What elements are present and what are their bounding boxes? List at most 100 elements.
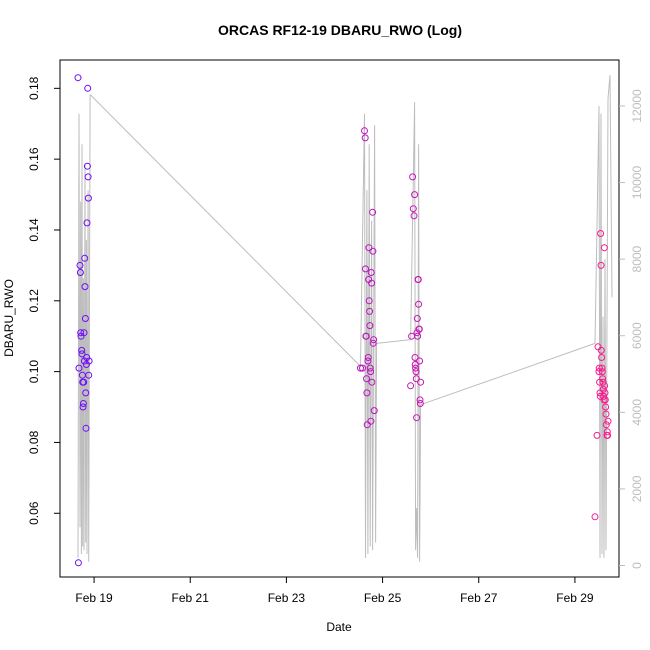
y2-tick-label: 12000 <box>630 89 644 123</box>
data-point <box>366 307 374 315</box>
data-point <box>413 315 421 322</box>
x-tick-label: Feb 19 <box>75 591 113 605</box>
altitude-trace <box>77 75 613 562</box>
y2-tick-label: 8000 <box>630 245 644 272</box>
data-point <box>81 315 89 322</box>
data-point <box>363 389 371 397</box>
data-point <box>598 354 606 361</box>
data-point <box>366 322 374 330</box>
data-point <box>369 208 377 216</box>
data-point <box>601 382 609 390</box>
data-point <box>364 354 372 361</box>
data-point <box>415 300 423 308</box>
data-point <box>366 364 374 372</box>
data-point <box>367 417 375 425</box>
data-point <box>597 261 605 269</box>
x-tick-label: Feb 29 <box>556 591 594 605</box>
data-point <box>362 265 369 273</box>
plot-frame <box>59 59 620 578</box>
data-point <box>367 368 375 376</box>
chart-title: ORCAS RF12-19 DBARU_RWO (Log) <box>218 22 462 38</box>
data-point <box>408 332 416 340</box>
data-point <box>412 375 420 383</box>
y-tick-label: 0.06 <box>27 501 41 525</box>
data-point <box>600 392 608 400</box>
data-point <box>369 247 377 255</box>
altitude-line <box>376 339 411 344</box>
y-axis-label: DBARU_RWO <box>2 279 16 357</box>
data-point <box>75 364 83 372</box>
data-point <box>409 205 417 213</box>
data-point <box>370 336 378 344</box>
data-point <box>80 329 88 337</box>
data-point <box>596 392 604 400</box>
data-point <box>80 357 88 365</box>
data-point <box>84 84 92 92</box>
data-point <box>416 400 424 407</box>
data-point <box>82 424 90 432</box>
data-point <box>602 410 610 418</box>
altitude-line <box>77 94 91 562</box>
data-point <box>361 127 368 135</box>
data-point <box>415 325 423 333</box>
x-axis: Feb 19 Feb 21 Feb 23 Feb 25 Feb 27 Feb 29 <box>75 577 594 605</box>
data-points <box>74 74 612 567</box>
data-point <box>357 364 364 372</box>
data-point <box>600 244 608 252</box>
y-tick-label: 0.14 <box>27 218 41 242</box>
data-point <box>411 354 419 361</box>
data-point <box>604 431 612 439</box>
data-point <box>598 368 606 376</box>
data-point <box>410 212 418 220</box>
y2-tick-label: 6000 <box>630 322 644 349</box>
data-point <box>416 396 424 404</box>
data-point <box>601 396 609 404</box>
data-point <box>83 162 91 170</box>
data-point <box>602 421 610 429</box>
data-point <box>364 357 372 365</box>
data-point <box>74 559 82 567</box>
data-point <box>597 230 605 237</box>
data-point <box>78 350 86 358</box>
data-point <box>85 357 93 365</box>
data-point <box>76 261 84 269</box>
data-point <box>363 421 371 429</box>
data-point <box>603 428 611 436</box>
data-point <box>599 375 607 383</box>
y-axis-left: 0.06 0.08 0.10 0.12 0.14 0.16 0.18 <box>27 76 60 525</box>
x-tick-label: Feb 23 <box>268 591 306 605</box>
data-point <box>597 346 605 354</box>
altitude-line <box>360 113 378 558</box>
y-tick-label: 0.16 <box>27 147 41 171</box>
altitude-line <box>420 342 596 406</box>
data-point <box>414 276 422 283</box>
x-tick-label: Feb 21 <box>172 591 210 605</box>
data-point <box>591 513 599 521</box>
data-point <box>83 219 91 227</box>
data-point <box>602 403 610 411</box>
data-point <box>359 364 366 372</box>
data-point <box>84 194 92 202</box>
data-point <box>81 254 89 262</box>
y-tick-label: 0.08 <box>27 430 41 454</box>
data-point <box>599 385 607 393</box>
data-point <box>74 74 82 82</box>
data-point <box>76 269 84 276</box>
y-axis-right: 0 2000 4000 6000 8000 10000 12000 <box>619 89 644 569</box>
data-point <box>416 357 424 365</box>
data-point <box>598 364 606 372</box>
y2-tick-label: 2000 <box>630 475 644 502</box>
data-point <box>599 378 607 386</box>
data-point <box>368 378 376 386</box>
data-point <box>83 354 91 361</box>
y-tick-label: 0.18 <box>27 76 41 100</box>
data-point <box>363 375 370 383</box>
y-tick-label: 0.12 <box>27 289 41 313</box>
x-tick-label: Feb 27 <box>460 591 498 605</box>
x-tick-label: Feb 25 <box>364 591 402 605</box>
data-point <box>79 400 87 407</box>
altitude-line <box>89 94 361 367</box>
x-axis-label: Date <box>326 620 352 634</box>
data-point <box>79 403 87 411</box>
